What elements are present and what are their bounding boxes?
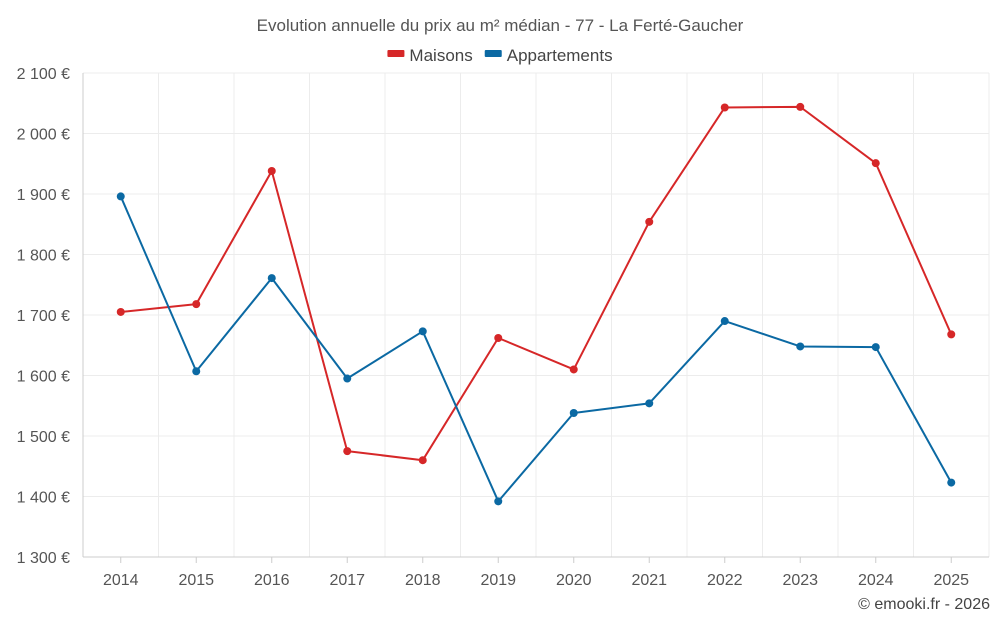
legend-item-appartements[interactable]: Appartements bbox=[484, 46, 613, 65]
legend-label: Maisons bbox=[409, 46, 472, 65]
x-tick-label: 2024 bbox=[858, 572, 894, 589]
series bbox=[116, 102, 956, 506]
y-tick-label: 1 800 € bbox=[17, 248, 70, 265]
axes: 1 300 € 1 400 € 1 500 € 1 600 € 1 700 € 1 800… bbox=[17, 66, 989, 589]
y-tick-label: 1 300 € bbox=[17, 550, 70, 567]
data-point-appartements-2020[interactable] bbox=[569, 409, 578, 418]
y-tick-label: 1 500 € bbox=[17, 429, 70, 446]
data-point-maisons-2015[interactable] bbox=[192, 300, 201, 309]
chart-title: Evolution annuelle du prix au m² médian … bbox=[257, 16, 744, 35]
y-tick-label: 1 600 € bbox=[17, 369, 70, 386]
y-tick-label: 1 400 € bbox=[17, 490, 70, 507]
data-point-maisons-2025[interactable] bbox=[947, 330, 956, 339]
x-tick-label: 2020 bbox=[556, 572, 592, 589]
data-point-appartements-2019[interactable] bbox=[494, 497, 503, 506]
data-point-appartements-2024[interactable] bbox=[871, 343, 880, 352]
data-point-maisons-2014[interactable] bbox=[116, 307, 125, 316]
data-point-maisons-2017[interactable] bbox=[343, 447, 352, 456]
data-point-maisons-2024[interactable] bbox=[871, 159, 880, 168]
data-point-maisons-2019[interactable] bbox=[494, 333, 503, 342]
legend-swatch bbox=[484, 50, 502, 57]
data-point-maisons-2023[interactable] bbox=[796, 102, 805, 111]
data-point-maisons-2021[interactable] bbox=[645, 217, 654, 226]
data-point-maisons-2016[interactable] bbox=[267, 167, 276, 176]
x-tick-label: 2014 bbox=[103, 572, 139, 589]
data-point-appartements-2025[interactable] bbox=[947, 478, 956, 487]
data-point-appartements-2017[interactable] bbox=[343, 374, 352, 383]
x-tick-label: 2023 bbox=[782, 572, 818, 589]
x-tick-label: 2019 bbox=[480, 572, 516, 589]
y-tick-label: 2 100 € bbox=[17, 66, 70, 83]
series-line-appartements bbox=[119, 196, 953, 503]
x-tick-label: 2017 bbox=[329, 572, 365, 589]
legend-label: Appartements bbox=[507, 46, 613, 65]
series-line-maisons bbox=[120, 105, 953, 462]
x-tick-label: 2025 bbox=[933, 572, 969, 589]
y-tick-label: 1 900 € bbox=[17, 187, 70, 204]
data-point-appartements-2018[interactable] bbox=[418, 327, 427, 336]
data-point-appartements-2023[interactable] bbox=[796, 342, 805, 351]
data-point-maisons-2020[interactable] bbox=[569, 365, 578, 374]
data-point-appartements-2015[interactable] bbox=[192, 367, 201, 376]
data-point-appartements-2021[interactable] bbox=[645, 399, 654, 408]
legend[interactable]: Maisons Appartements bbox=[387, 46, 613, 65]
x-tick-label: 2016 bbox=[254, 572, 290, 589]
y-tick-label: 1 700 € bbox=[17, 308, 70, 325]
x-tick-label: 2015 bbox=[178, 572, 214, 589]
x-tick-label: 2018 bbox=[405, 572, 441, 589]
data-point-maisons-2022[interactable] bbox=[720, 103, 729, 112]
data-point-appartements-2022[interactable] bbox=[720, 317, 729, 326]
grid bbox=[83, 72, 990, 557]
data-point-appartements-2014[interactable] bbox=[116, 192, 125, 201]
data-point-appartements-2016[interactable] bbox=[267, 274, 276, 283]
x-tick-label: 2022 bbox=[707, 572, 743, 589]
data-point-maisons-2018[interactable] bbox=[418, 456, 427, 465]
y-tick-label: 2 000 € bbox=[17, 127, 70, 144]
credit-text: © emooki.fr - 2026 bbox=[858, 596, 990, 613]
x-tick-label: 2021 bbox=[631, 572, 667, 589]
legend-swatch bbox=[387, 50, 405, 57]
legend-item-maisons[interactable]: Maisons bbox=[387, 46, 473, 65]
